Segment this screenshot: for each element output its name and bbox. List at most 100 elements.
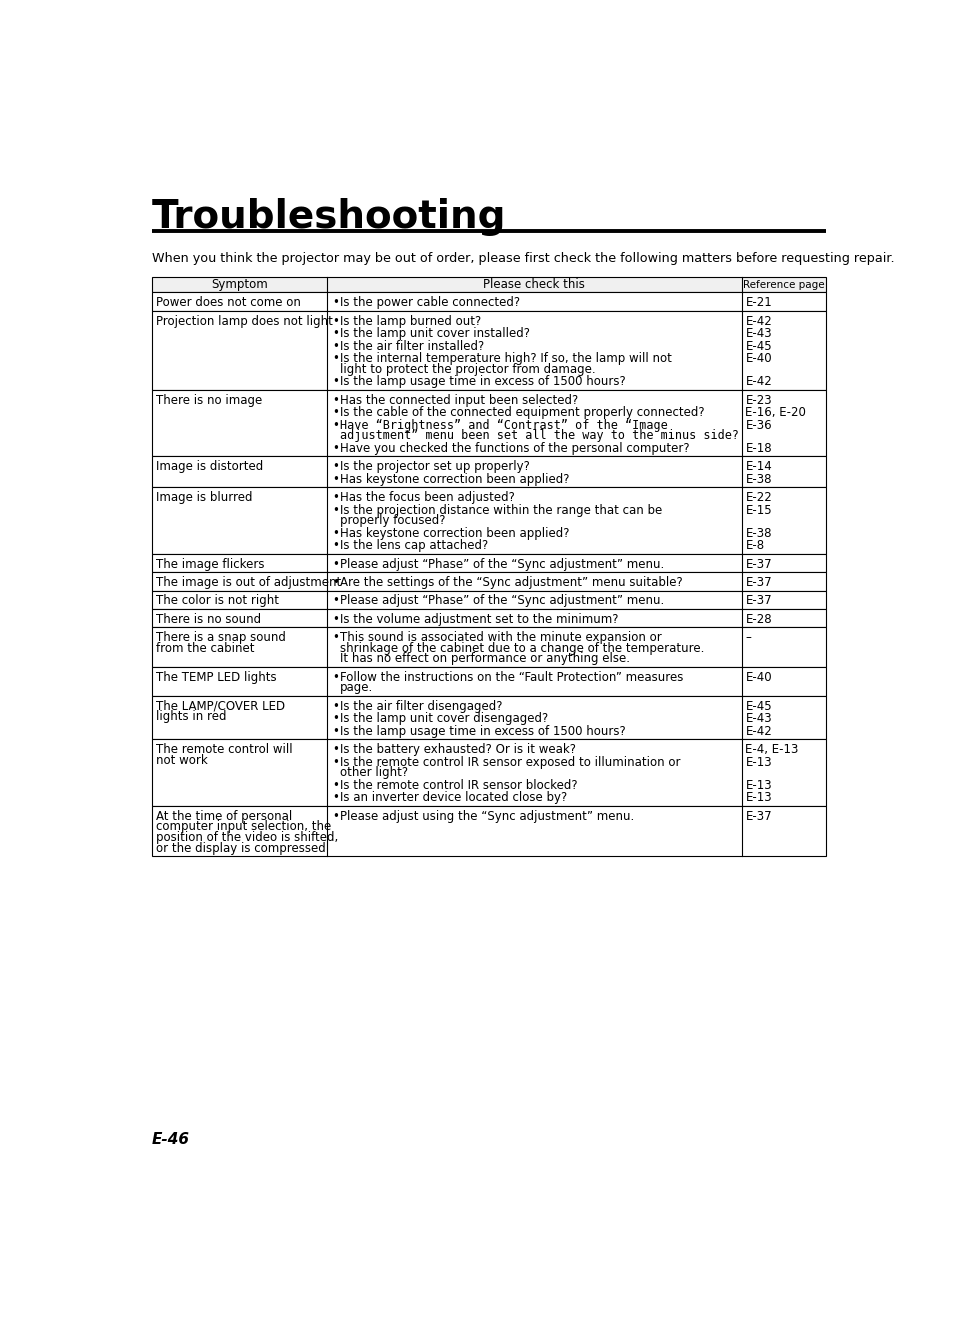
Bar <box>152 390 825 457</box>
Text: Have you checked the functions of the personal computer?: Have you checked the functions of the pe… <box>340 442 689 455</box>
Text: E-42: E-42 <box>744 315 771 328</box>
Text: E-23: E-23 <box>744 394 771 407</box>
Text: The TEMP LED lights: The TEMP LED lights <box>155 671 276 684</box>
Text: Is the lamp usage time in excess of 1500 hours?: Is the lamp usage time in excess of 1500… <box>340 375 625 388</box>
Text: Is the air filter disengaged?: Is the air filter disengaged? <box>340 699 502 712</box>
Text: E-4, E-13: E-4, E-13 <box>744 743 798 757</box>
Text: •: • <box>332 613 339 625</box>
Text: Image is blurred: Image is blurred <box>155 491 252 505</box>
Text: Is an inverter device located close by?: Is an inverter device located close by? <box>340 791 567 805</box>
Text: Has the focus been adjusted?: Has the focus been adjusted? <box>340 491 515 505</box>
Text: The LAMP/COVER LED: The LAMP/COVER LED <box>155 699 285 712</box>
Text: •: • <box>332 631 339 644</box>
Text: E-37: E-37 <box>744 558 771 570</box>
Text: •: • <box>332 712 339 726</box>
Text: •: • <box>332 576 339 589</box>
Bar <box>152 667 825 696</box>
Text: Is the remote control IR sensor blocked?: Is the remote control IR sensor blocked? <box>340 779 578 791</box>
Text: lights in red: lights in red <box>155 710 226 723</box>
Text: Is the power cable connected?: Is the power cable connected? <box>340 296 519 309</box>
Text: E-46: E-46 <box>152 1131 190 1148</box>
Text: •: • <box>332 442 339 455</box>
Text: •: • <box>332 699 339 712</box>
Text: Symptom: Symptom <box>211 279 268 291</box>
Bar <box>152 277 825 292</box>
Text: •: • <box>332 671 339 684</box>
Text: or the display is compressed: or the display is compressed <box>155 841 325 854</box>
Text: •: • <box>332 315 339 328</box>
Text: The color is not right: The color is not right <box>155 595 278 608</box>
Text: E-22: E-22 <box>744 491 771 505</box>
Text: E-38: E-38 <box>744 526 771 540</box>
Text: Power does not come on: Power does not come on <box>155 296 300 309</box>
Text: Is the projector set up properly?: Is the projector set up properly? <box>340 461 530 473</box>
Text: Are the settings of the “Sync adjustment” menu suitable?: Are the settings of the “Sync adjustment… <box>340 576 682 589</box>
Bar <box>152 554 825 572</box>
Bar <box>152 739 825 806</box>
Text: Please adjust “Phase” of the “Sync adjustment” menu.: Please adjust “Phase” of the “Sync adjus… <box>340 558 663 570</box>
Text: Troubleshooting: Troubleshooting <box>152 198 506 237</box>
Text: Please check this: Please check this <box>483 279 584 291</box>
Text: Is the lamp usage time in excess of 1500 hours?: Is the lamp usage time in excess of 1500… <box>340 724 625 738</box>
Text: E-42: E-42 <box>744 375 771 388</box>
Text: •: • <box>332 296 339 309</box>
Text: Image is distorted: Image is distorted <box>155 461 263 473</box>
Bar <box>152 572 825 590</box>
Text: Have “Brightness” and “Contrast” of the “Image: Have “Brightness” and “Contrast” of the … <box>340 419 667 431</box>
Text: E-45: E-45 <box>744 340 771 352</box>
Text: Please adjust using the “Sync adjustment” menu.: Please adjust using the “Sync adjustment… <box>340 810 634 822</box>
Text: E-43: E-43 <box>744 712 771 726</box>
Text: •: • <box>332 779 339 791</box>
Text: •: • <box>332 473 339 486</box>
Text: E-43: E-43 <box>744 327 771 340</box>
Text: The image flickers: The image flickers <box>155 558 264 570</box>
Bar <box>152 627 825 667</box>
Text: E-16, E-20: E-16, E-20 <box>744 406 805 419</box>
Text: computer input selection, the: computer input selection, the <box>155 821 331 833</box>
Text: Is the air filter installed?: Is the air filter installed? <box>340 340 484 352</box>
Text: •: • <box>332 461 339 473</box>
Text: Is the lamp burned out?: Is the lamp burned out? <box>340 315 481 328</box>
Text: E-40: E-40 <box>744 671 771 684</box>
Text: not work: not work <box>155 754 207 767</box>
Text: •: • <box>332 595 339 608</box>
Text: •: • <box>332 352 339 366</box>
Text: E-42: E-42 <box>744 724 771 738</box>
Text: Is the volume adjustment set to the minimum?: Is the volume adjustment set to the mini… <box>340 613 618 625</box>
Text: •: • <box>332 375 339 388</box>
Text: •: • <box>332 755 339 769</box>
Text: Is the internal temperature high? If so, the lamp will not: Is the internal temperature high? If so,… <box>340 352 671 366</box>
Text: light to protect the projector from damage.: light to protect the projector from dama… <box>340 363 595 376</box>
Text: When you think the projector may be out of order, please first check the followi: When you think the projector may be out … <box>152 252 894 265</box>
Text: Is the lens cap attached?: Is the lens cap attached? <box>340 540 488 553</box>
Text: Is the battery exhausted? Or is it weak?: Is the battery exhausted? Or is it weak? <box>340 743 576 757</box>
Text: E-36: E-36 <box>744 419 771 431</box>
Text: •: • <box>332 558 339 570</box>
Text: •: • <box>332 526 339 540</box>
Text: •: • <box>332 724 339 738</box>
Text: E-37: E-37 <box>744 576 771 589</box>
Text: •: • <box>332 340 339 352</box>
Text: properly focused?: properly focused? <box>340 514 445 528</box>
Text: shrinkage of the cabinet due to a change of the temperature.: shrinkage of the cabinet due to a change… <box>340 641 703 655</box>
Text: There is a snap sound: There is a snap sound <box>155 631 285 644</box>
Text: The remote control will: The remote control will <box>155 743 292 757</box>
Text: Has the connected input been selected?: Has the connected input been selected? <box>340 394 578 407</box>
Bar <box>152 609 825 627</box>
Text: Has keystone correction been applied?: Has keystone correction been applied? <box>340 473 569 486</box>
Text: from the cabinet: from the cabinet <box>155 641 253 655</box>
Text: –: – <box>744 631 751 644</box>
Text: At the time of personal: At the time of personal <box>155 810 292 822</box>
Text: •: • <box>332 810 339 822</box>
Text: page.: page. <box>340 682 373 695</box>
Text: other light?: other light? <box>340 766 408 779</box>
Text: It has no effect on performance or anything else.: It has no effect on performance or anyth… <box>340 652 630 665</box>
Text: •: • <box>332 491 339 505</box>
Text: E-18: E-18 <box>744 442 771 455</box>
Text: Reference page: Reference page <box>742 280 823 289</box>
Text: E-15: E-15 <box>744 503 771 517</box>
Text: Please adjust “Phase” of the “Sync adjustment” menu.: Please adjust “Phase” of the “Sync adjus… <box>340 595 663 608</box>
Bar <box>152 311 825 390</box>
Bar <box>152 457 825 487</box>
Bar <box>152 590 825 609</box>
